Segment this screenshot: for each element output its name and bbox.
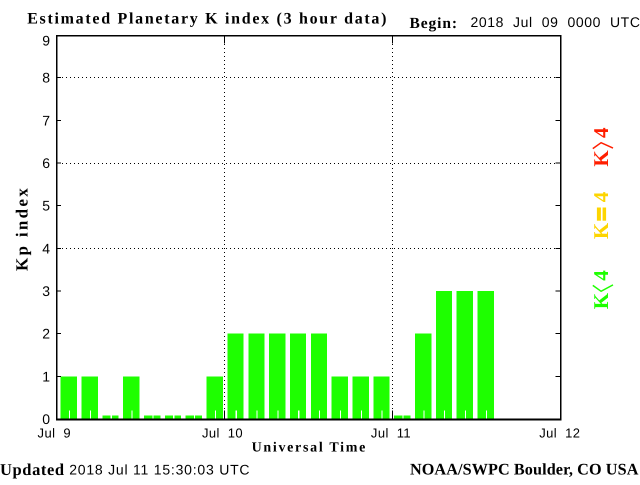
svg-text:5: 5 <box>42 198 50 214</box>
svg-text:4: 4 <box>589 191 613 202</box>
svg-text:K: K <box>589 150 613 167</box>
svg-text:4: 4 <box>42 240 50 256</box>
svg-text:4: 4 <box>589 127 613 138</box>
svg-text:Jul 9: Jul 9 <box>38 426 71 441</box>
svg-text:Estimated Planetary K index (3: Estimated Planetary K index (3 hour data… <box>27 11 388 28</box>
svg-text:Kp index: Kp index <box>13 186 32 271</box>
svg-text:Universal Time: Universal Time <box>252 441 367 456</box>
svg-text:2018 Jul 09 0000 UTC: 2018 Jul 09 0000 UTC <box>471 14 640 30</box>
svg-text:2: 2 <box>42 326 50 342</box>
svg-text:8: 8 <box>42 70 50 86</box>
svg-text:NOAA/SWPC Boulder, CO USA: NOAA/SWPC Boulder, CO USA <box>410 460 639 478</box>
svg-text:K: K <box>589 292 613 309</box>
svg-text:Jul 10: Jul 10 <box>202 426 243 441</box>
svg-text:4: 4 <box>589 270 613 281</box>
svg-text:K: K <box>589 222 613 239</box>
svg-text:0: 0 <box>42 411 50 427</box>
svg-text:1: 1 <box>42 368 50 384</box>
svg-text:Jul 12: Jul 12 <box>539 426 580 441</box>
svg-text:7: 7 <box>42 112 50 128</box>
svg-text:Updated: Updated <box>0 460 65 479</box>
svg-text:2018 Jul 11 15:30:03 UTC: 2018 Jul 11 15:30:03 UTC <box>69 461 250 477</box>
svg-text:6: 6 <box>42 155 50 171</box>
svg-text:9: 9 <box>42 32 50 48</box>
svg-text:3: 3 <box>42 283 50 299</box>
svg-text:Begin:: Begin: <box>410 15 458 32</box>
svg-text:Jul 11: Jul 11 <box>371 426 411 441</box>
